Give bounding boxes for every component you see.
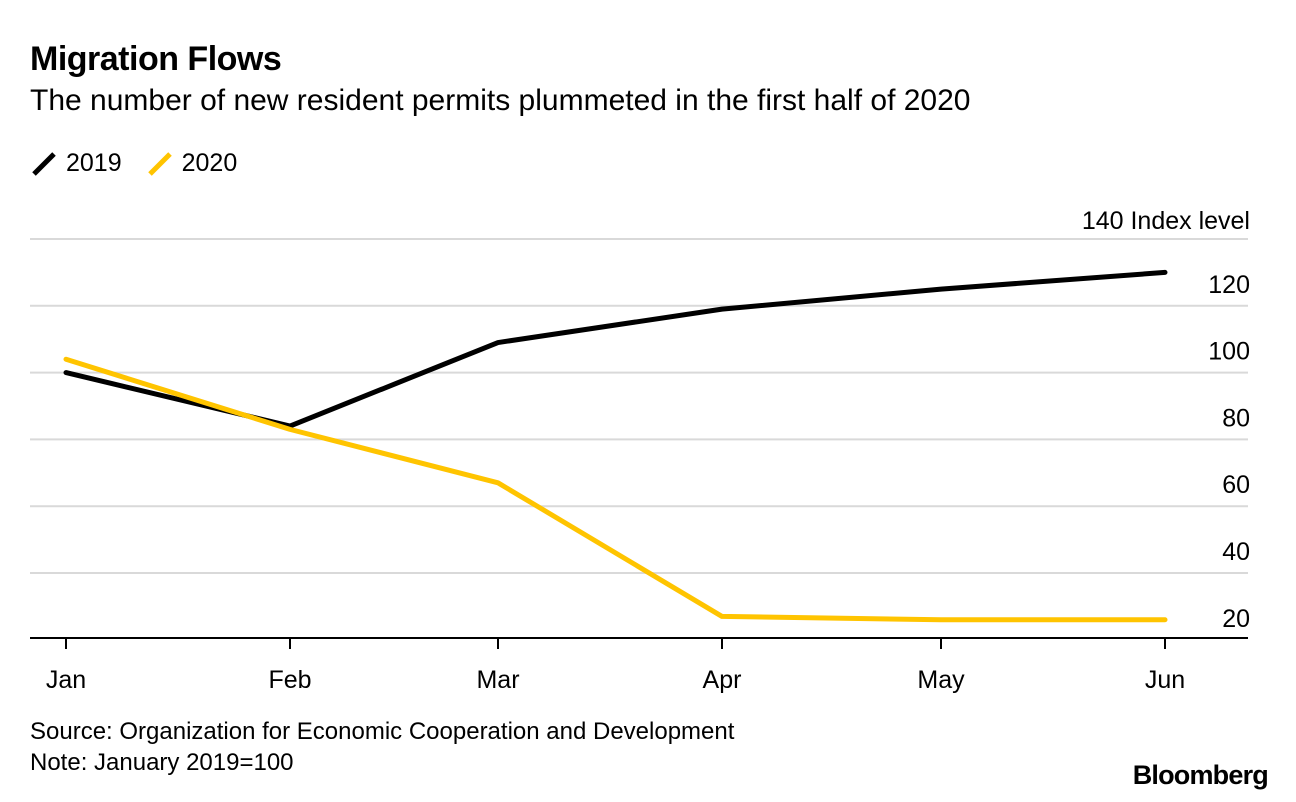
y-tick-label-120: 120	[1208, 271, 1250, 299]
legend-item-2020: 2020	[146, 148, 238, 178]
x-tick-label-feb: Feb	[268, 666, 311, 694]
legend-swatch-2019	[32, 152, 56, 176]
legend: 2019 2020	[30, 148, 261, 178]
y-tick-label-100: 100	[1208, 338, 1250, 366]
y-tick-label-80: 80	[1222, 404, 1250, 432]
y-tick-label-20: 20	[1222, 605, 1250, 633]
x-tick-label-jan: Jan	[46, 666, 86, 694]
legend-label-2019: 2019	[66, 148, 122, 177]
x-tick-label-jun: Jun	[1145, 666, 1185, 694]
chart-title: Migration Flows	[30, 40, 282, 78]
source-note: Source: Organization for Economic Cooper…	[30, 718, 735, 745]
x-tick-label-may: May	[917, 666, 965, 694]
y-tick-label-40: 40	[1222, 538, 1250, 566]
legend-swatch-2020	[147, 152, 172, 176]
series-line-2020	[63, 356, 1168, 623]
chart-subtitle: The number of new resident permits plumm…	[30, 84, 971, 117]
brand-logo: Bloomberg	[1132, 760, 1269, 790]
y-tick-label-140: 140 Index level	[1082, 207, 1250, 235]
footnote: Note: January 2019=100	[30, 749, 294, 776]
x-tick-label-apr: Apr	[703, 666, 742, 694]
chart-notes: Source: Organization for Economic Cooper…	[30, 716, 734, 778]
y-tick-label-60: 60	[1222, 471, 1250, 499]
series-line-2019	[63, 269, 1168, 429]
x-tick-label-mar: Mar	[476, 666, 519, 694]
legend-label-2020: 2020	[181, 148, 238, 177]
legend-item-2019: 2019	[30, 148, 122, 178]
